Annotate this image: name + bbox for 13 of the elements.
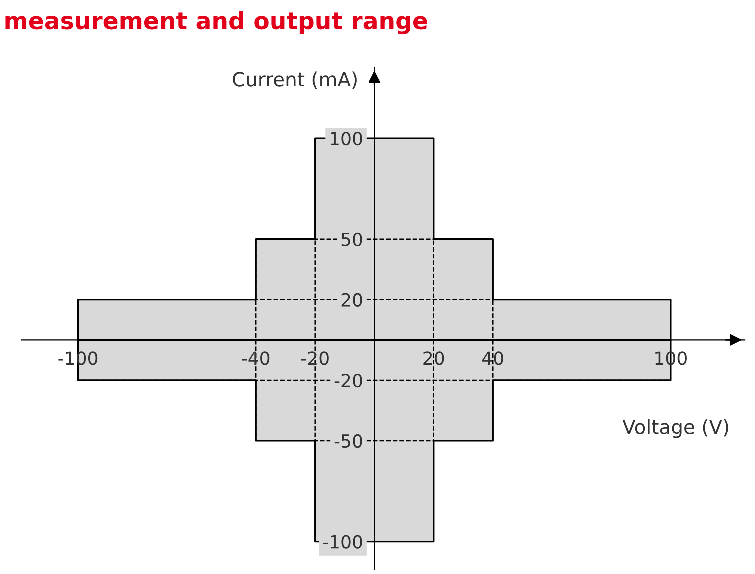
x-tick-label: -20 bbox=[301, 352, 329, 366]
x-axis-title: Voltage (V) bbox=[622, 419, 728, 438]
chart-title: measurement and output range bbox=[6, 11, 428, 34]
y-tick-label: 20 bbox=[342, 293, 362, 307]
x-tick-label: 40 bbox=[482, 352, 504, 366]
x-tick-label: 20 bbox=[424, 352, 444, 366]
y-tick-label: 50 bbox=[342, 232, 362, 246]
y-tick-label: -100 bbox=[323, 535, 362, 549]
y-tick-label: -50 bbox=[334, 434, 362, 448]
y-tick-label: 100 bbox=[331, 132, 362, 146]
y-tick-label: -20 bbox=[334, 374, 362, 388]
x-tick-label: -40 bbox=[242, 352, 270, 366]
y-axis-title: Current (mA) bbox=[233, 72, 357, 90]
